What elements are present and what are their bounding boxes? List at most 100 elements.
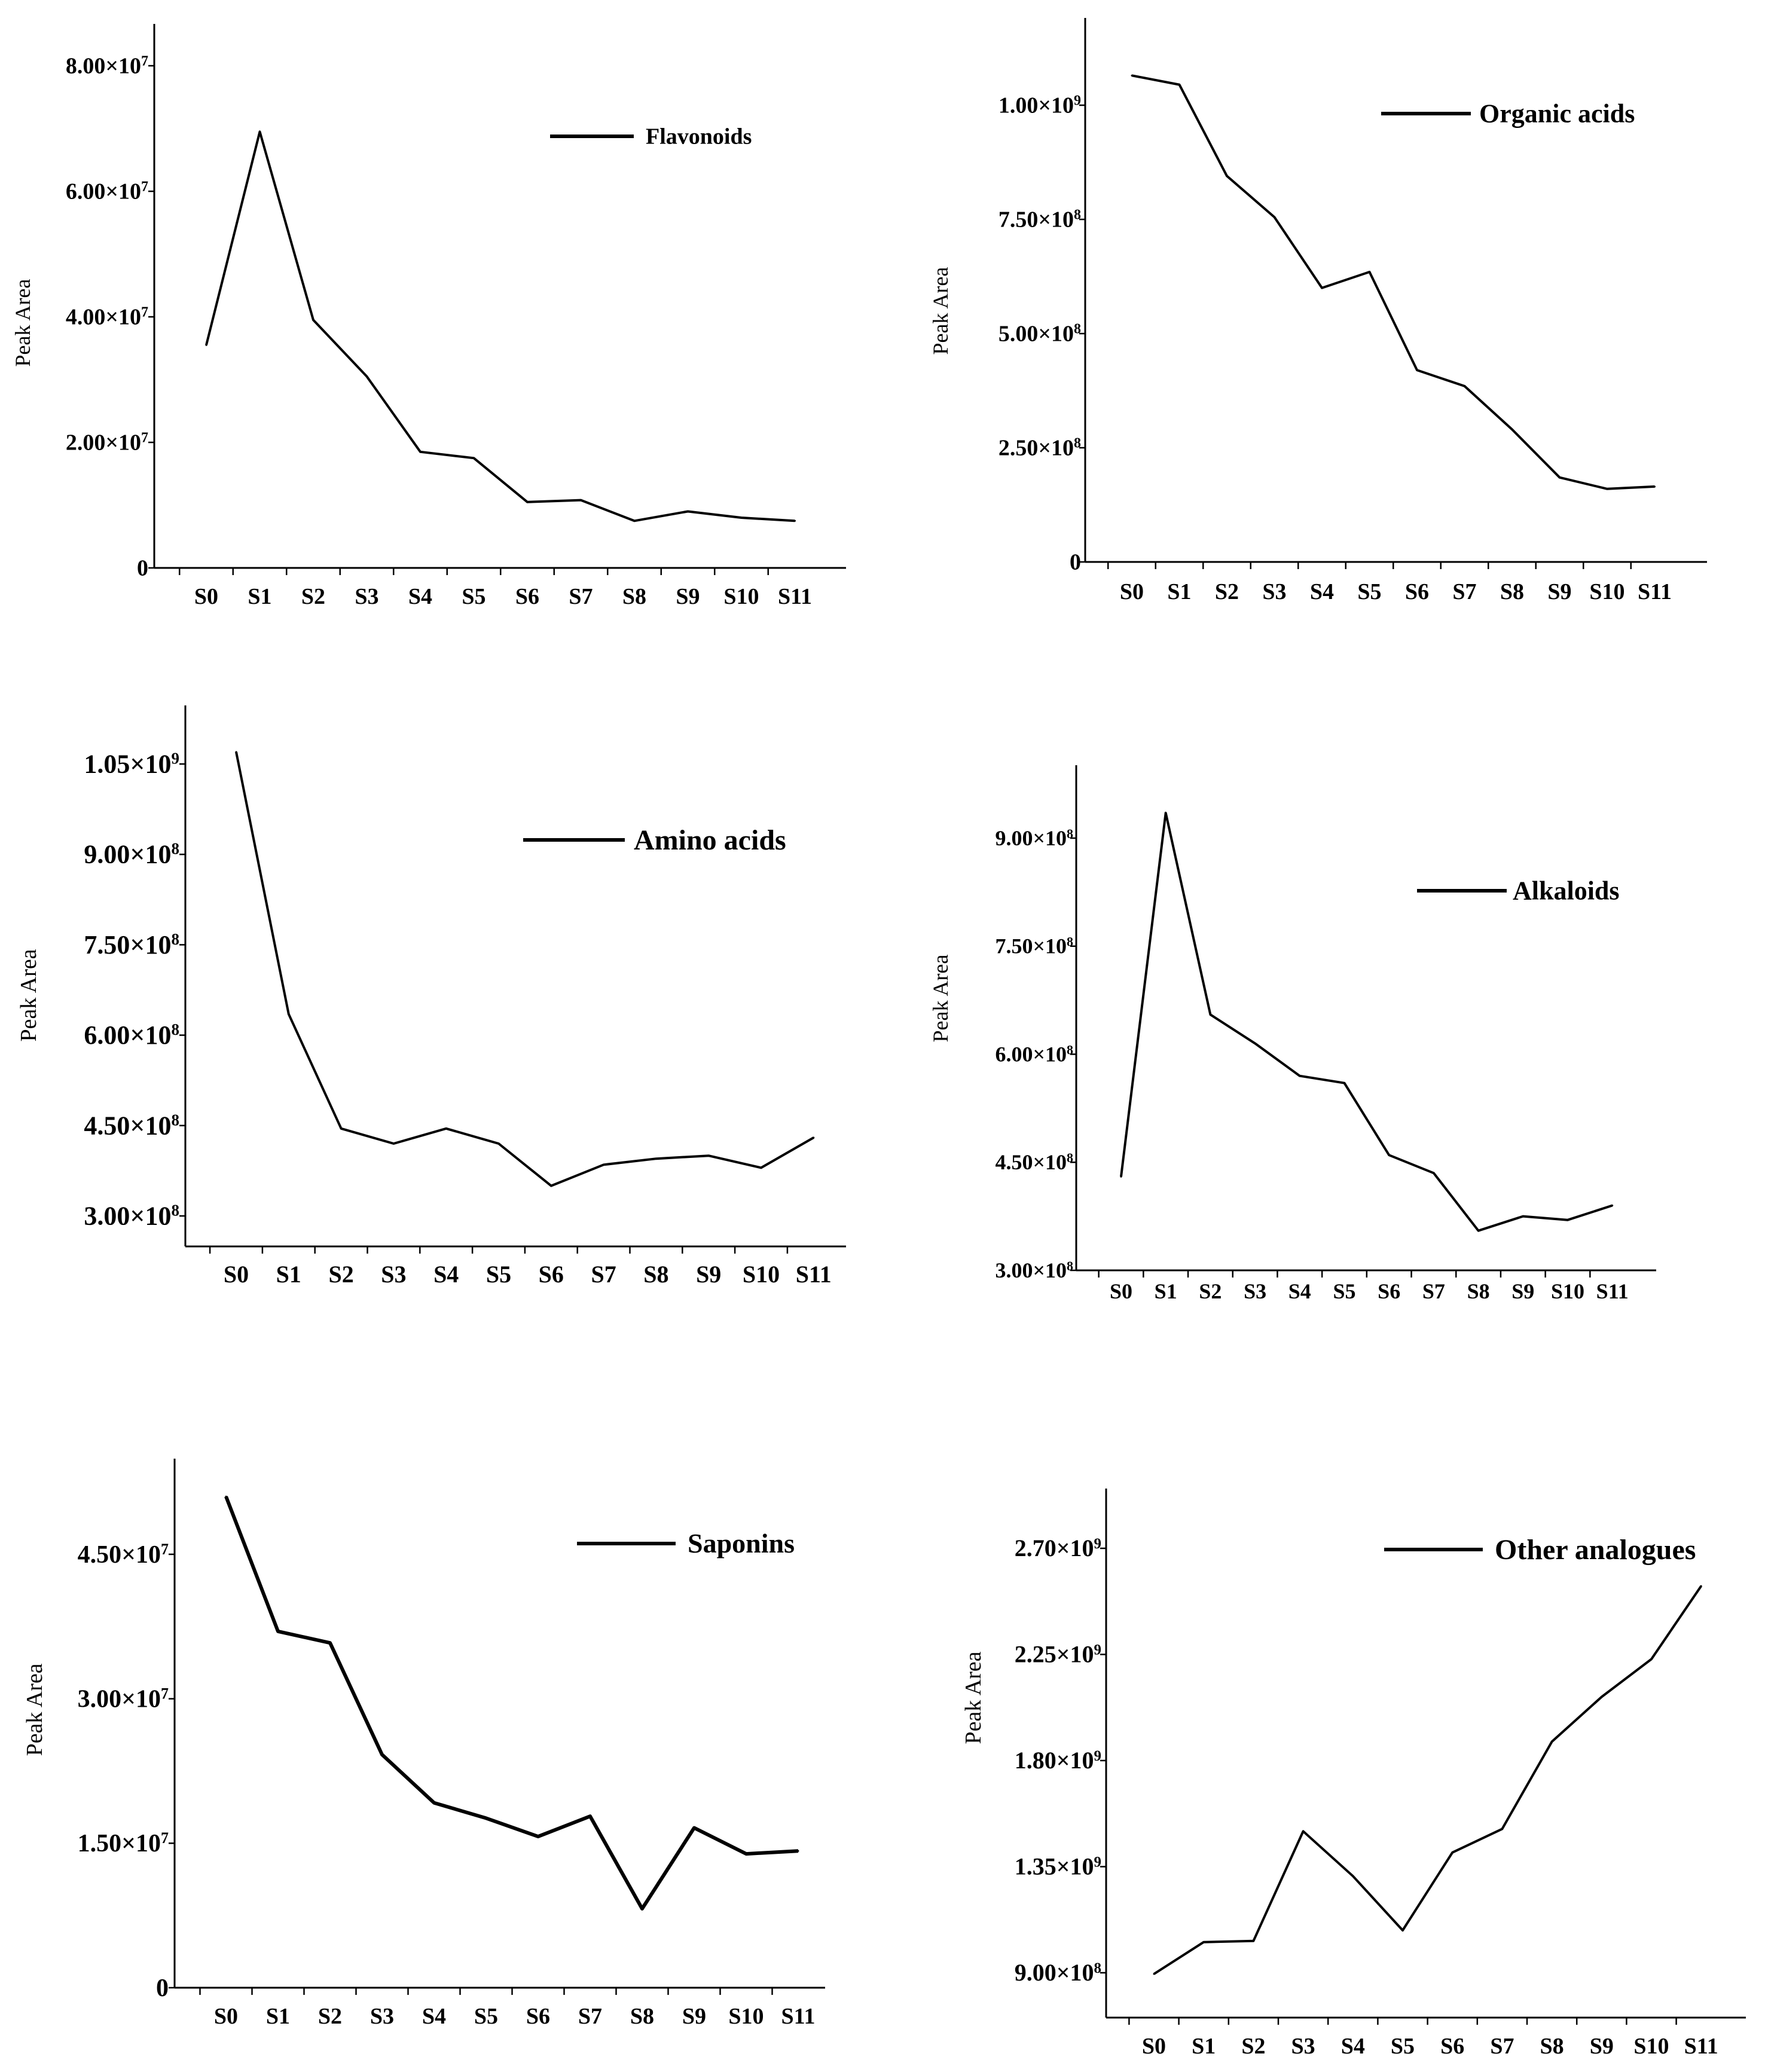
data-point-s10 xyxy=(1566,1219,1569,1221)
data-point-s2 xyxy=(340,1127,343,1130)
data-point-s6 xyxy=(1416,369,1418,371)
data-point-s10 xyxy=(760,1166,762,1169)
data-point-s10 xyxy=(745,1853,747,1855)
data-point-s7 xyxy=(580,499,582,502)
y-axis-title: Peak Area xyxy=(929,267,952,355)
data-point-s4 xyxy=(1352,1875,1354,1877)
y-axis-title: Peak Area xyxy=(11,279,35,367)
data-point-s3 xyxy=(1302,1830,1305,1832)
x-tick-label-s9: S9 xyxy=(696,1261,721,1288)
data-point-s0 xyxy=(1120,1175,1122,1178)
data-point-s7 xyxy=(603,1163,605,1166)
x-tick-label-s8: S8 xyxy=(643,1261,668,1288)
y-tick-label-2: 3.00×107 xyxy=(78,1685,169,1713)
data-point-s5 xyxy=(473,457,475,459)
x-tick-label-s7: S7 xyxy=(591,1261,616,1288)
data-point-s1 xyxy=(1178,84,1180,86)
data-point-s0 xyxy=(1131,74,1133,77)
data-point-s6 xyxy=(1388,1154,1390,1156)
data-point-s7 xyxy=(1464,385,1465,387)
data-point-s3 xyxy=(392,1142,395,1145)
data-point-s3 xyxy=(1274,216,1275,218)
data-point-s1 xyxy=(288,1013,290,1015)
data-point-s11 xyxy=(1654,485,1656,488)
y-tick-label-3: 7.50×108 xyxy=(998,207,1081,233)
y-tick-label-2: 6.00×108 xyxy=(84,1020,179,1050)
y-tick-label-1: 4.50×108 xyxy=(84,1111,179,1140)
data-point-s4 xyxy=(445,1127,447,1130)
x-tick-label-s2: S2 xyxy=(328,1261,353,1288)
x-tick-label-s10: S10 xyxy=(1551,1279,1584,1303)
x-tick-label-s11: S11 xyxy=(778,584,812,609)
x-tick-label-s10: S10 xyxy=(728,2004,764,2029)
x-tick-label-s5: S5 xyxy=(486,1261,511,1288)
x-tick-label-s1: S1 xyxy=(266,2004,290,2029)
y-tick-label-2: 1.80×109 xyxy=(1015,1747,1101,1774)
data-point-s9 xyxy=(1601,1696,1603,1698)
x-tick-label-s8: S8 xyxy=(1500,579,1524,604)
x-tick-label-s10: S10 xyxy=(723,584,759,609)
x-tick-label-s6: S6 xyxy=(1378,1279,1400,1303)
x-tick-label-s5: S5 xyxy=(1357,579,1381,604)
y-axis-title: Peak Area xyxy=(929,955,952,1043)
y-tick-label-0: 3.00×108 xyxy=(995,1258,1073,1282)
x-tick-label-s11: S11 xyxy=(781,2004,815,2029)
y-axis-title: Peak Area xyxy=(961,1651,986,1744)
data-point-s6 xyxy=(526,501,529,503)
x-tick-label-s5: S5 xyxy=(1333,1279,1355,1303)
data-point-s8 xyxy=(655,1157,657,1160)
series-line xyxy=(205,130,795,522)
data-point-s1 xyxy=(277,1630,279,1633)
x-tick-label-s5: S5 xyxy=(1391,2034,1415,2059)
data-point-s5 xyxy=(1369,271,1370,273)
x-tick-label-s4: S4 xyxy=(1310,579,1334,604)
x-tick-label-s9: S9 xyxy=(1590,2034,1614,2059)
x-tick-label-s8: S8 xyxy=(1540,2034,1564,2059)
data-point-s11 xyxy=(1611,1205,1614,1207)
legend-label: Organic acids xyxy=(1479,99,1635,129)
x-tick-label-s4: S4 xyxy=(422,2004,446,2029)
data-point-s5 xyxy=(485,1817,487,1819)
data-point-s5 xyxy=(497,1142,500,1145)
x-tick-label-s11: S11 xyxy=(1596,1279,1629,1303)
x-tick-label-s6: S6 xyxy=(1440,2034,1464,2059)
data-point-s7 xyxy=(589,1815,591,1817)
y-tick-label-1: 2.50×108 xyxy=(998,436,1081,461)
data-point-s11 xyxy=(797,1850,799,1852)
x-tick-label-s5: S5 xyxy=(474,2004,498,2029)
data-point-s1 xyxy=(1202,1941,1205,1943)
x-tick-label-s3: S3 xyxy=(1262,579,1286,604)
data-point-s9 xyxy=(687,511,689,512)
y-tick-label-2: 4.00×107 xyxy=(66,305,148,330)
x-tick-label-s2: S2 xyxy=(1199,1279,1222,1303)
data-point-s9 xyxy=(707,1154,710,1157)
data-point-s3 xyxy=(381,1753,383,1756)
x-tick-label-s9: S9 xyxy=(676,584,700,609)
y-axis-title: Peak Area xyxy=(16,949,41,1041)
data-point-s8 xyxy=(633,519,636,522)
data-point-s11 xyxy=(794,519,796,522)
x-tick-label-s2: S2 xyxy=(1215,579,1239,604)
legend-label: Alkaloids xyxy=(1513,876,1620,906)
y-tick-label-3: 2.25×109 xyxy=(1015,1641,1101,1668)
x-tick-label-s7: S7 xyxy=(578,2004,602,2029)
x-tick-label-s5: S5 xyxy=(462,584,485,609)
data-point-s1 xyxy=(259,130,261,133)
chart-panel-2: S0 S1 S2 S3 S4 S5 S6 S7 S8 S9 S10 S11 0 2.50×108 5.00×… xyxy=(929,18,1707,604)
y-tick-label-4: 9.00×108 xyxy=(84,840,179,869)
x-tick-label-s9: S9 xyxy=(1547,579,1571,604)
data-point-s10 xyxy=(1650,1658,1653,1660)
x-tick-label-s3: S3 xyxy=(1291,2034,1315,2059)
x-tick-label-s7: S7 xyxy=(1490,2034,1514,2059)
series-line xyxy=(1153,1585,1702,1975)
data-point-s1 xyxy=(1165,812,1167,814)
data-point-s3 xyxy=(366,375,368,378)
data-point-s8 xyxy=(1477,1230,1480,1232)
data-point-s6 xyxy=(550,1185,552,1187)
x-tick-label-s2: S2 xyxy=(318,2004,342,2029)
x-tick-label-s1: S1 xyxy=(276,1261,301,1288)
legend-label: Amino acids xyxy=(634,824,786,856)
chart-panel-6: S0 S1 S2 S3 S4 S5 S6 S7 S8 S9 S10 S11 9.00×108 1.35×1… xyxy=(961,1489,1746,2059)
data-point-s3 xyxy=(1254,1042,1256,1044)
